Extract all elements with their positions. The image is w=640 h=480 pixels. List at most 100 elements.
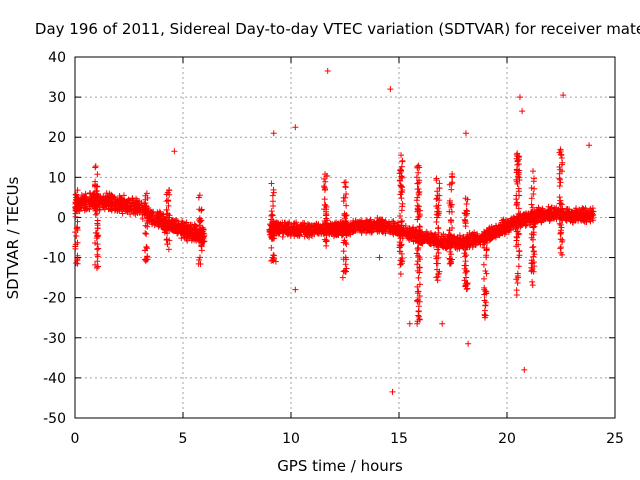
data-point xyxy=(557,245,564,252)
data-point xyxy=(546,217,553,224)
data-point xyxy=(95,245,102,252)
outlier-point xyxy=(339,274,346,281)
data-point xyxy=(529,244,536,251)
data-point xyxy=(94,258,101,265)
data-point xyxy=(279,219,286,226)
data-point xyxy=(502,224,509,231)
data-point xyxy=(292,227,299,234)
data-point xyxy=(557,151,564,158)
data-point xyxy=(321,175,328,182)
data-point xyxy=(399,218,406,225)
data-point xyxy=(532,220,539,227)
y-tick-label: 30 xyxy=(48,90,66,106)
data-point xyxy=(426,239,433,246)
outlier-point xyxy=(272,258,279,265)
y-tick-label: 10 xyxy=(48,170,66,186)
data-point xyxy=(93,265,100,272)
outlier-point xyxy=(521,366,528,373)
data-point xyxy=(268,257,275,264)
data-point xyxy=(463,274,470,281)
data-point xyxy=(144,208,151,215)
x-tick-label: 20 xyxy=(498,431,516,447)
data-point xyxy=(333,232,340,239)
data-point xyxy=(498,225,505,232)
data-point xyxy=(196,206,203,213)
data-point xyxy=(92,164,99,171)
data-point xyxy=(535,209,542,216)
data-point xyxy=(414,164,421,171)
data-point xyxy=(515,210,522,217)
data-point xyxy=(447,217,454,224)
data-point xyxy=(528,195,535,202)
data-point xyxy=(415,312,422,319)
outlier-point xyxy=(387,86,394,93)
data-point xyxy=(415,179,422,186)
data-point xyxy=(435,202,442,209)
data-point xyxy=(94,246,101,253)
data-point xyxy=(268,244,275,251)
data-point xyxy=(166,220,173,227)
data-point xyxy=(529,282,536,289)
data-point xyxy=(510,221,517,228)
axis-ticks: -50 -40 -30 -20 -10 0 10 20 30 40 0 5 10 15 20 25 xyxy=(43,50,624,447)
data-point xyxy=(94,171,101,178)
data-point xyxy=(416,256,423,263)
data-point xyxy=(74,239,81,246)
data-point xyxy=(454,246,461,253)
data-point xyxy=(509,218,516,225)
data-point xyxy=(538,218,545,225)
data-point xyxy=(530,190,537,197)
data-point xyxy=(416,269,423,276)
data-point xyxy=(414,234,421,241)
data-point xyxy=(321,201,328,208)
data-point xyxy=(436,268,443,275)
data-point xyxy=(397,167,404,174)
data-point xyxy=(164,189,171,196)
data-point xyxy=(483,245,490,252)
data-point xyxy=(373,226,380,233)
data-point xyxy=(448,234,455,241)
data-point xyxy=(415,190,422,197)
data-point xyxy=(269,257,276,264)
data-point xyxy=(414,297,421,304)
data-point xyxy=(513,228,520,235)
data-point xyxy=(73,194,80,201)
data-point xyxy=(416,212,423,219)
data-point xyxy=(166,237,173,244)
data-point xyxy=(559,206,566,213)
data-point xyxy=(530,229,537,236)
data-point xyxy=(322,220,329,227)
data-point xyxy=(398,218,405,225)
data-point xyxy=(122,205,129,212)
data-point xyxy=(483,252,490,259)
data-points xyxy=(72,68,597,395)
data-point xyxy=(556,200,563,207)
data-point xyxy=(462,217,469,224)
data-point xyxy=(142,212,149,219)
data-point xyxy=(464,196,471,203)
data-point xyxy=(415,252,422,259)
data-point xyxy=(83,206,90,213)
data-point xyxy=(514,272,521,279)
data-point xyxy=(419,233,426,240)
data-point xyxy=(463,252,470,259)
data-point xyxy=(436,180,443,187)
data-point xyxy=(462,258,469,265)
data-point xyxy=(480,261,487,268)
data-point xyxy=(342,212,349,219)
data-point xyxy=(556,176,563,183)
data-point xyxy=(270,218,277,225)
data-point xyxy=(557,236,564,243)
y-tick-label: -30 xyxy=(43,331,66,347)
data-point xyxy=(515,222,522,229)
data-point xyxy=(569,219,576,226)
data-point xyxy=(414,180,421,187)
data-point xyxy=(84,196,91,203)
data-point xyxy=(431,235,438,242)
data-point xyxy=(339,232,346,239)
data-point xyxy=(379,221,386,228)
data-point xyxy=(559,238,566,245)
data-point xyxy=(270,189,277,196)
data-point xyxy=(97,193,104,200)
data-point xyxy=(587,213,594,220)
